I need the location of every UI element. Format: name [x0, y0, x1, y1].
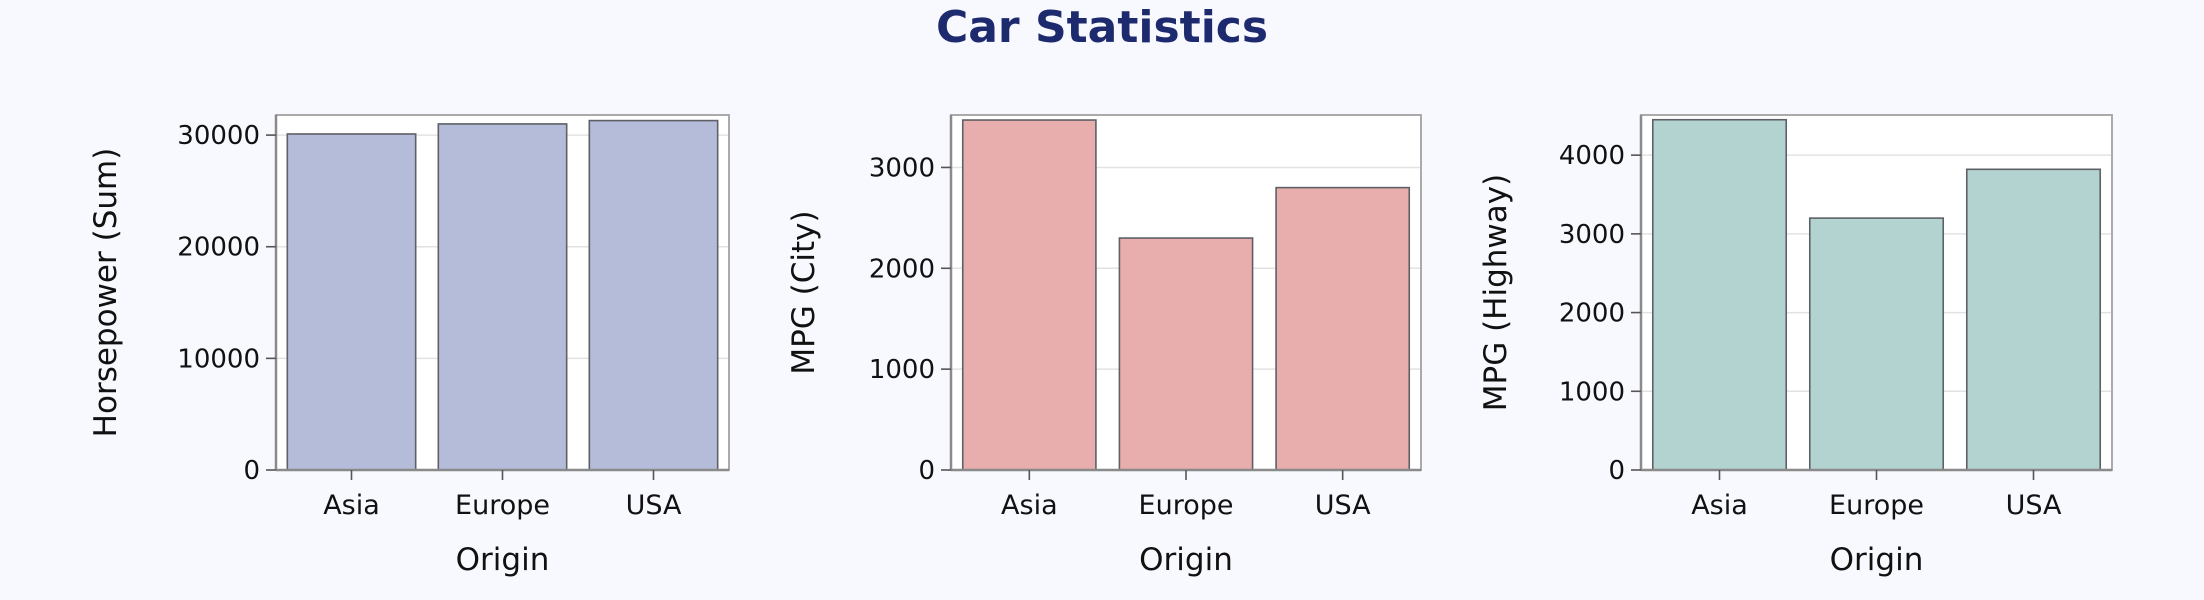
bar-usa	[1965, 168, 2102, 471]
y-tick-label: 0	[1608, 456, 1625, 486]
y-tick-label: 3000	[1559, 220, 1625, 250]
y-tick-label: 10000	[177, 344, 260, 374]
x-tick-label: Asia	[323, 490, 380, 521]
y-axis-title: MPG (City)	[786, 210, 822, 374]
y-tick-label: 0	[918, 456, 935, 486]
x-tick-label: Europe	[1829, 490, 1924, 521]
x-tick-label: USA	[626, 490, 682, 521]
x-tick-label: USA	[1315, 490, 1371, 521]
figure-title: Car Statistics	[935, 2, 1269, 53]
bar-asia	[286, 133, 417, 471]
bar-asia	[961, 119, 1097, 471]
y-axis-title: Horsepower (Sum)	[88, 148, 124, 438]
y-tick-label: 1000	[869, 355, 935, 385]
chart-panel-1: 0 10000 20000 30000 Asia Europe USA Origin Horse…	[88, 114, 730, 578]
bar-asia	[1651, 118, 1788, 471]
bar-europe	[1808, 217, 1945, 471]
y-tick-label: 20000	[177, 233, 260, 263]
y-tick-label: 4000	[1559, 141, 1625, 171]
bar-europe	[437, 123, 568, 471]
y-tick-label: 30000	[177, 121, 260, 151]
x-tick-label: Asia	[1691, 490, 1748, 521]
y-tick-label: 2000	[1559, 299, 1625, 329]
x-axis-title: Origin	[456, 542, 550, 578]
chart-panel-2: 0 1000 2000 3000 Asia Europe USA Origin MPG (Cit…	[786, 114, 1422, 578]
x-tick-label: Europe	[1139, 490, 1234, 521]
y-tick-label: 3000	[869, 153, 935, 183]
y-tick-label: 1000	[1559, 377, 1625, 407]
x-axis-title: Origin	[1830, 542, 1924, 578]
chart-panel-3: 0 1000 2000 3000 4000 Asia Europe USA Origin MPG …	[1478, 114, 2113, 578]
y-axis-title: MPG (Highway)	[1478, 174, 1514, 411]
y-tick-label: 2000	[869, 254, 935, 284]
x-axis-title: Origin	[1139, 542, 1233, 578]
y-tick-label: 0	[243, 456, 260, 486]
x-tick-label: Asia	[1001, 490, 1058, 521]
x-tick-label: Europe	[455, 490, 550, 521]
bar-europe	[1118, 237, 1254, 471]
bar-usa	[1275, 186, 1411, 471]
bar-usa	[588, 119, 719, 471]
x-tick-label: USA	[2006, 490, 2062, 521]
